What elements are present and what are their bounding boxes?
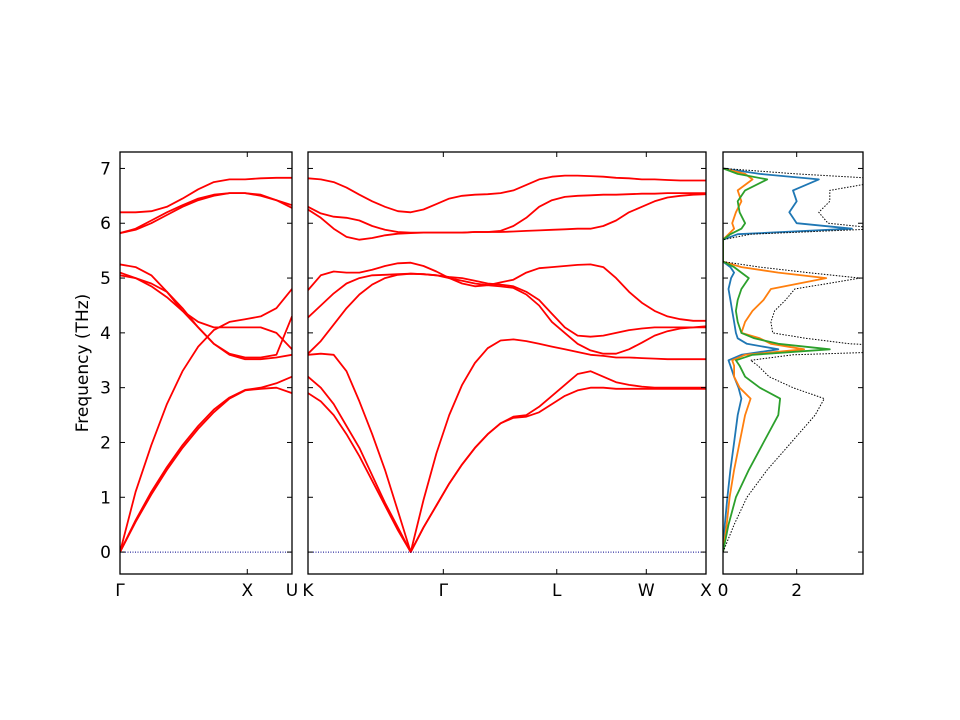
dos-panel-frame (722, 151, 864, 575)
band-branch-6 (308, 261, 706, 322)
y-tick-label: 6 (100, 214, 111, 234)
band-branch-3 (308, 338, 706, 553)
band-branch-1 (120, 386, 292, 553)
y-tick-label: 7 (100, 159, 111, 179)
band-branch-6 (120, 263, 292, 359)
band-branch-5 (120, 271, 292, 350)
x-tick-label-W: W (638, 581, 655, 601)
y-tick-label: 4 (100, 324, 111, 344)
band-branch-5 (308, 272, 706, 338)
band-branch-2 (308, 370, 706, 553)
dos-x-tick-label: 2 (791, 581, 802, 601)
band-branch-8 (308, 192, 706, 234)
band-branch-7 (120, 192, 292, 234)
band-panel-gamma-x-u: 0 1 2 3 4 5 6 7 Γ X U (100, 151, 298, 601)
band-branch-1 (308, 386, 706, 553)
y-axis-label: Frequency (THz) (73, 294, 93, 433)
band-branch-4 (308, 272, 706, 355)
x-tick-label-X: X (700, 581, 712, 601)
y-tick-label: 5 (100, 269, 111, 289)
y-tick-label: 2 (100, 433, 111, 453)
partial-dos-curve-1 (723, 167, 853, 553)
x-tick-label-Γ: Γ (439, 581, 449, 601)
partial-dos-curve-2 (723, 167, 828, 553)
partial-dos-curve-3 (723, 167, 831, 553)
band-panel-0-frame (119, 151, 293, 575)
x-tick-label-K: K (302, 581, 314, 601)
total-dos-curve (723, 167, 863, 553)
x-tick-label-L: L (552, 581, 562, 601)
y-tick-label: 1 (100, 488, 111, 508)
y-tick-label: 0 (100, 543, 111, 563)
dos-x-tick-label: 0 (718, 581, 729, 601)
band-branch-3 (120, 288, 292, 553)
band-branch-9 (308, 174, 706, 214)
y-tick-label: 3 (100, 379, 111, 399)
x-tick-label-Γ: Γ (115, 581, 125, 601)
band-branch-8 (120, 192, 292, 234)
x-tick-label-X: X (241, 581, 253, 601)
band-branch-4 (120, 274, 292, 361)
band-panel-1-frame (307, 151, 707, 575)
band-branch-7 (308, 193, 706, 241)
x-tick-label-U: U (286, 581, 298, 601)
band-branch-2 (120, 375, 292, 553)
band-branch-9 (120, 176, 292, 214)
